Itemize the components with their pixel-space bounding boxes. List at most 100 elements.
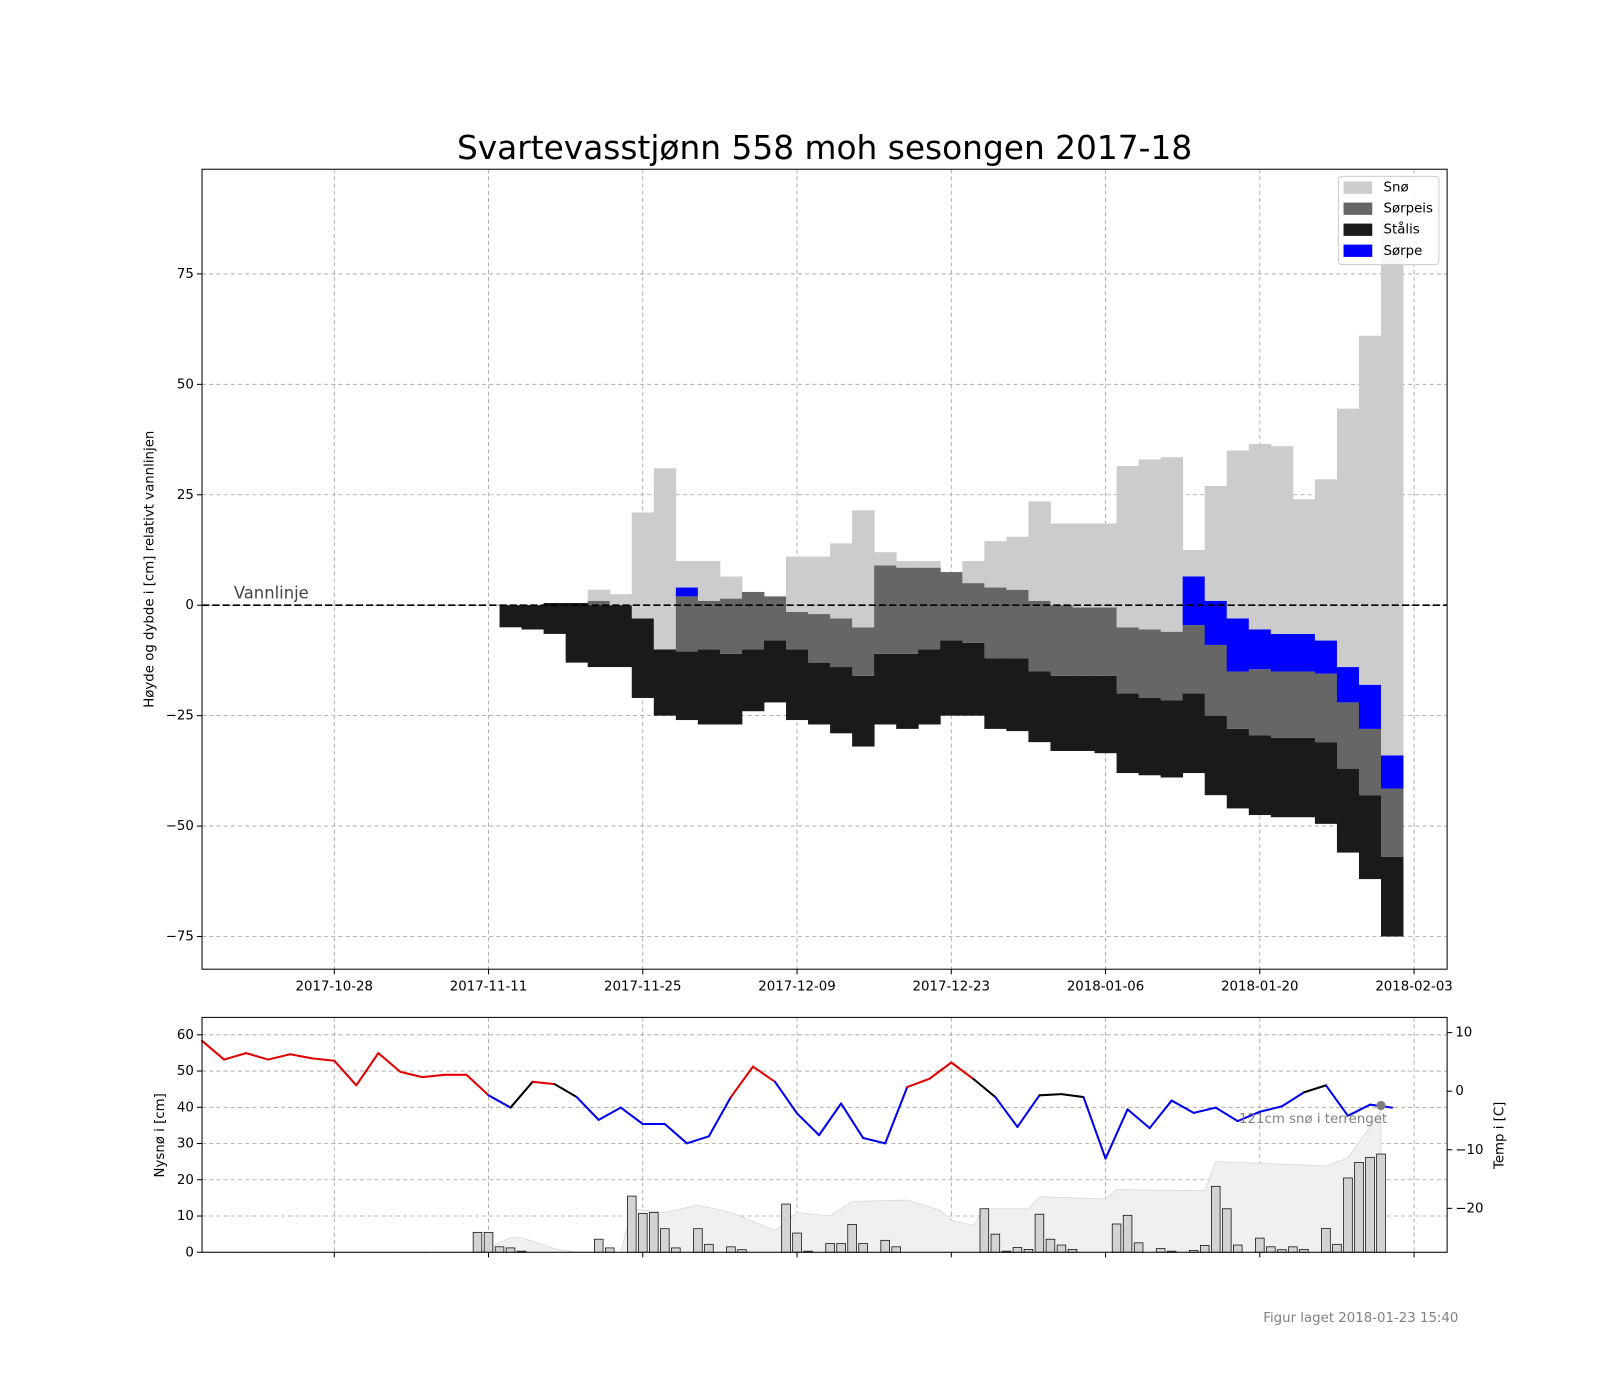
- temp-line: [773, 1080, 799, 1115]
- legend: Snø Sørpeis Stålis Sørpe: [1337, 175, 1440, 266]
- bar-segment: [565, 603, 589, 663]
- temp-line: [399, 1070, 424, 1079]
- y-tick-label: 50: [177, 377, 194, 392]
- figure-body: Svartevasstjønn 558 moh sesongen 2017-18…: [143, 129, 1508, 1326]
- bar-segment: [1116, 627, 1140, 694]
- snow-bar: [781, 1203, 791, 1253]
- bar-segment: [1050, 675, 1073, 751]
- bar-segment: [1270, 671, 1294, 738]
- bar-segment: [1292, 499, 1316, 634]
- x-tick-label: 2017-10-28: [296, 980, 373, 995]
- snow-bar: [1155, 1248, 1166, 1253]
- snow-bar: [1222, 1208, 1232, 1253]
- bar-segment: [962, 583, 985, 643]
- bar-segment: [1094, 523, 1117, 608]
- bar-segment: [1358, 795, 1382, 880]
- bar-segment: [587, 600, 611, 606]
- bar-segment: [1336, 702, 1360, 769]
- bar-segment: [1358, 684, 1382, 729]
- y-tick-label: 75: [177, 267, 194, 282]
- bar-segment: [675, 651, 699, 721]
- bar-segment: [1270, 446, 1294, 634]
- bar-segment: [830, 543, 853, 619]
- snow-bar: [990, 1233, 1001, 1253]
- temp-line: [840, 1102, 865, 1140]
- x-tick-label: 2017-11-11: [450, 980, 527, 995]
- temp-line: [1148, 1099, 1173, 1130]
- temp-line: [267, 1053, 292, 1061]
- bar-segment: [786, 611, 809, 650]
- y-tick-label: −75: [166, 930, 194, 945]
- bar-segment: [1226, 671, 1250, 729]
- bar-segment: [940, 640, 963, 716]
- temp-line: [465, 1073, 490, 1097]
- bar-segment: [874, 552, 897, 566]
- temp-line: [906, 1077, 931, 1089]
- snow-depth-dot: [1376, 1100, 1386, 1111]
- temp-line: [685, 1135, 710, 1145]
- bar-segment: [1138, 629, 1162, 698]
- temp-line: [950, 1061, 975, 1080]
- temp-line: [928, 1061, 953, 1080]
- bar-segment: [719, 653, 743, 725]
- bar-segment: [1336, 667, 1360, 703]
- bar-segment: [675, 587, 699, 597]
- bar-segment: [1138, 697, 1162, 776]
- bar-segment: [1314, 742, 1338, 824]
- bar-segment: [918, 567, 941, 650]
- snow-bar: [792, 1232, 802, 1253]
- snow-bar: [1288, 1246, 1298, 1253]
- temp-line: [377, 1052, 402, 1073]
- snow-bar: [593, 1238, 604, 1253]
- bar-segment: [1116, 466, 1140, 628]
- bar-segment: [719, 598, 743, 654]
- bar-segment: [719, 576, 743, 599]
- snow-bar: [1211, 1185, 1221, 1253]
- temp-line: [1104, 1108, 1129, 1160]
- temp-line: [355, 1052, 380, 1087]
- y-tick-label: −25: [166, 709, 194, 724]
- bar-segment: [587, 589, 611, 601]
- bar-segment: [1072, 607, 1095, 676]
- temp-line: [1258, 1105, 1283, 1113]
- bar-segment: [1292, 671, 1316, 738]
- bar-segment: [984, 587, 1007, 659]
- temp-line: [245, 1052, 270, 1061]
- bar-segment: [1072, 675, 1095, 751]
- bar-segment: [1204, 715, 1228, 796]
- bar-segment: [808, 662, 831, 725]
- bar-segment: [1381, 220, 1404, 756]
- chart-title: Svartevasstjønn 558 moh sesongen 2017-18: [457, 129, 1192, 167]
- bar-segment: [1270, 737, 1294, 818]
- bar-segment: [697, 600, 721, 650]
- bar-segment: [896, 567, 919, 654]
- legend-label: Snø: [1384, 181, 1409, 196]
- temp-line: [619, 1106, 644, 1126]
- bar-segment: [852, 627, 875, 676]
- y-axis-label: Høyde og dybde i [cm] relativt vannlinje…: [143, 431, 158, 708]
- snow-bar: [1133, 1242, 1144, 1253]
- snow-bar: [1255, 1237, 1265, 1253]
- bar-segment: [1204, 644, 1228, 716]
- bar-segment: [1381, 856, 1404, 937]
- bar-segment: [1270, 633, 1294, 672]
- y-tick-label: 40: [177, 1100, 194, 1115]
- bar-segment: [1336, 768, 1360, 853]
- snow-bar: [836, 1243, 846, 1253]
- bar-segment: [962, 642, 985, 716]
- bar-segment: [1248, 735, 1272, 816]
- bar-segment: [1182, 549, 1206, 577]
- temp-line: [729, 1065, 754, 1099]
- bar-segment: [1204, 600, 1228, 645]
- x-tick-label: 2018-01-06: [1067, 980, 1144, 995]
- bar-segment: [1336, 408, 1360, 668]
- x-tick-label: 2018-02-03: [1375, 980, 1452, 995]
- temp-line: [707, 1096, 732, 1138]
- legend-swatch: [1343, 244, 1373, 257]
- snow-bar: [1045, 1238, 1056, 1253]
- snow-bar: [1034, 1213, 1045, 1253]
- plot-frame: [201, 168, 1448, 970]
- bar-segment: [1292, 633, 1316, 672]
- bar-segment: [499, 605, 522, 628]
- temp-line: [1170, 1099, 1195, 1114]
